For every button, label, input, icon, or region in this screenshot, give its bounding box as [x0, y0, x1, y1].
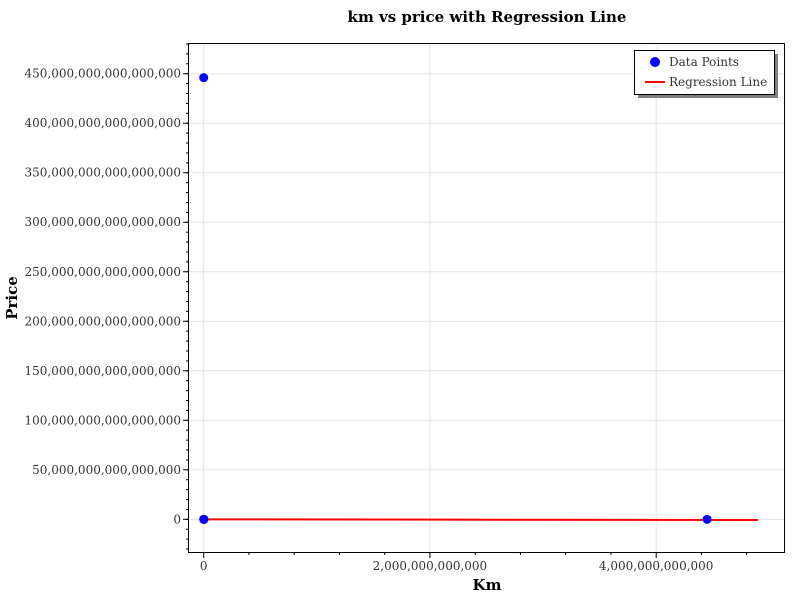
- y-tick-label: 150,000,000,000,000,000: [25, 364, 182, 378]
- y-tick-label: 100,000,000,000,000,000: [25, 413, 182, 427]
- y-tick-label: 50,000,000,000,000,000: [32, 463, 181, 477]
- y-tick-label: 300,000,000,000,000,000: [25, 215, 182, 229]
- y-tick-label: 0: [173, 512, 181, 526]
- y-axis: 0 50,000,000,000,000,000 100,000,000,000,0…: [25, 43, 189, 550]
- chart-title: km vs price with Regression Line: [348, 8, 627, 26]
- legend-label-regression-line: Regression Line: [669, 75, 767, 89]
- x-axis: 0 2,000,000,000,000 4,000,000,000,000: [200, 552, 748, 573]
- legend-marker-data-points: [650, 57, 660, 67]
- x-axis-label: Km: [473, 576, 502, 594]
- grid: [189, 44, 784, 552]
- legend-label-data-points: Data Points: [669, 55, 739, 69]
- data-point: [702, 514, 712, 524]
- y-tick-label: 200,000,000,000,000,000: [25, 314, 182, 328]
- regression-line: [203, 518, 758, 522]
- y-tick-label: 250,000,000,000,000,000: [25, 265, 182, 279]
- x-tick-label: 4,000,000,000,000: [599, 559, 714, 573]
- series-layer: [199, 73, 758, 524]
- y-tick-label: 400,000,000,000,000,000: [25, 116, 182, 130]
- legend: Data Points Regression Line: [634, 50, 778, 98]
- data-point: [199, 73, 209, 83]
- x-tick-label: 2,000,000,000,000: [373, 559, 488, 573]
- y-tick-label: 350,000,000,000,000,000: [25, 166, 182, 180]
- x-tick-label: 0: [200, 559, 208, 573]
- data-point: [199, 514, 209, 524]
- y-tick-label: 450,000,000,000,000,000: [25, 67, 182, 81]
- y-axis-label: Price: [3, 276, 21, 320]
- legend-box: [634, 50, 775, 95]
- plot-area: [188, 43, 785, 553]
